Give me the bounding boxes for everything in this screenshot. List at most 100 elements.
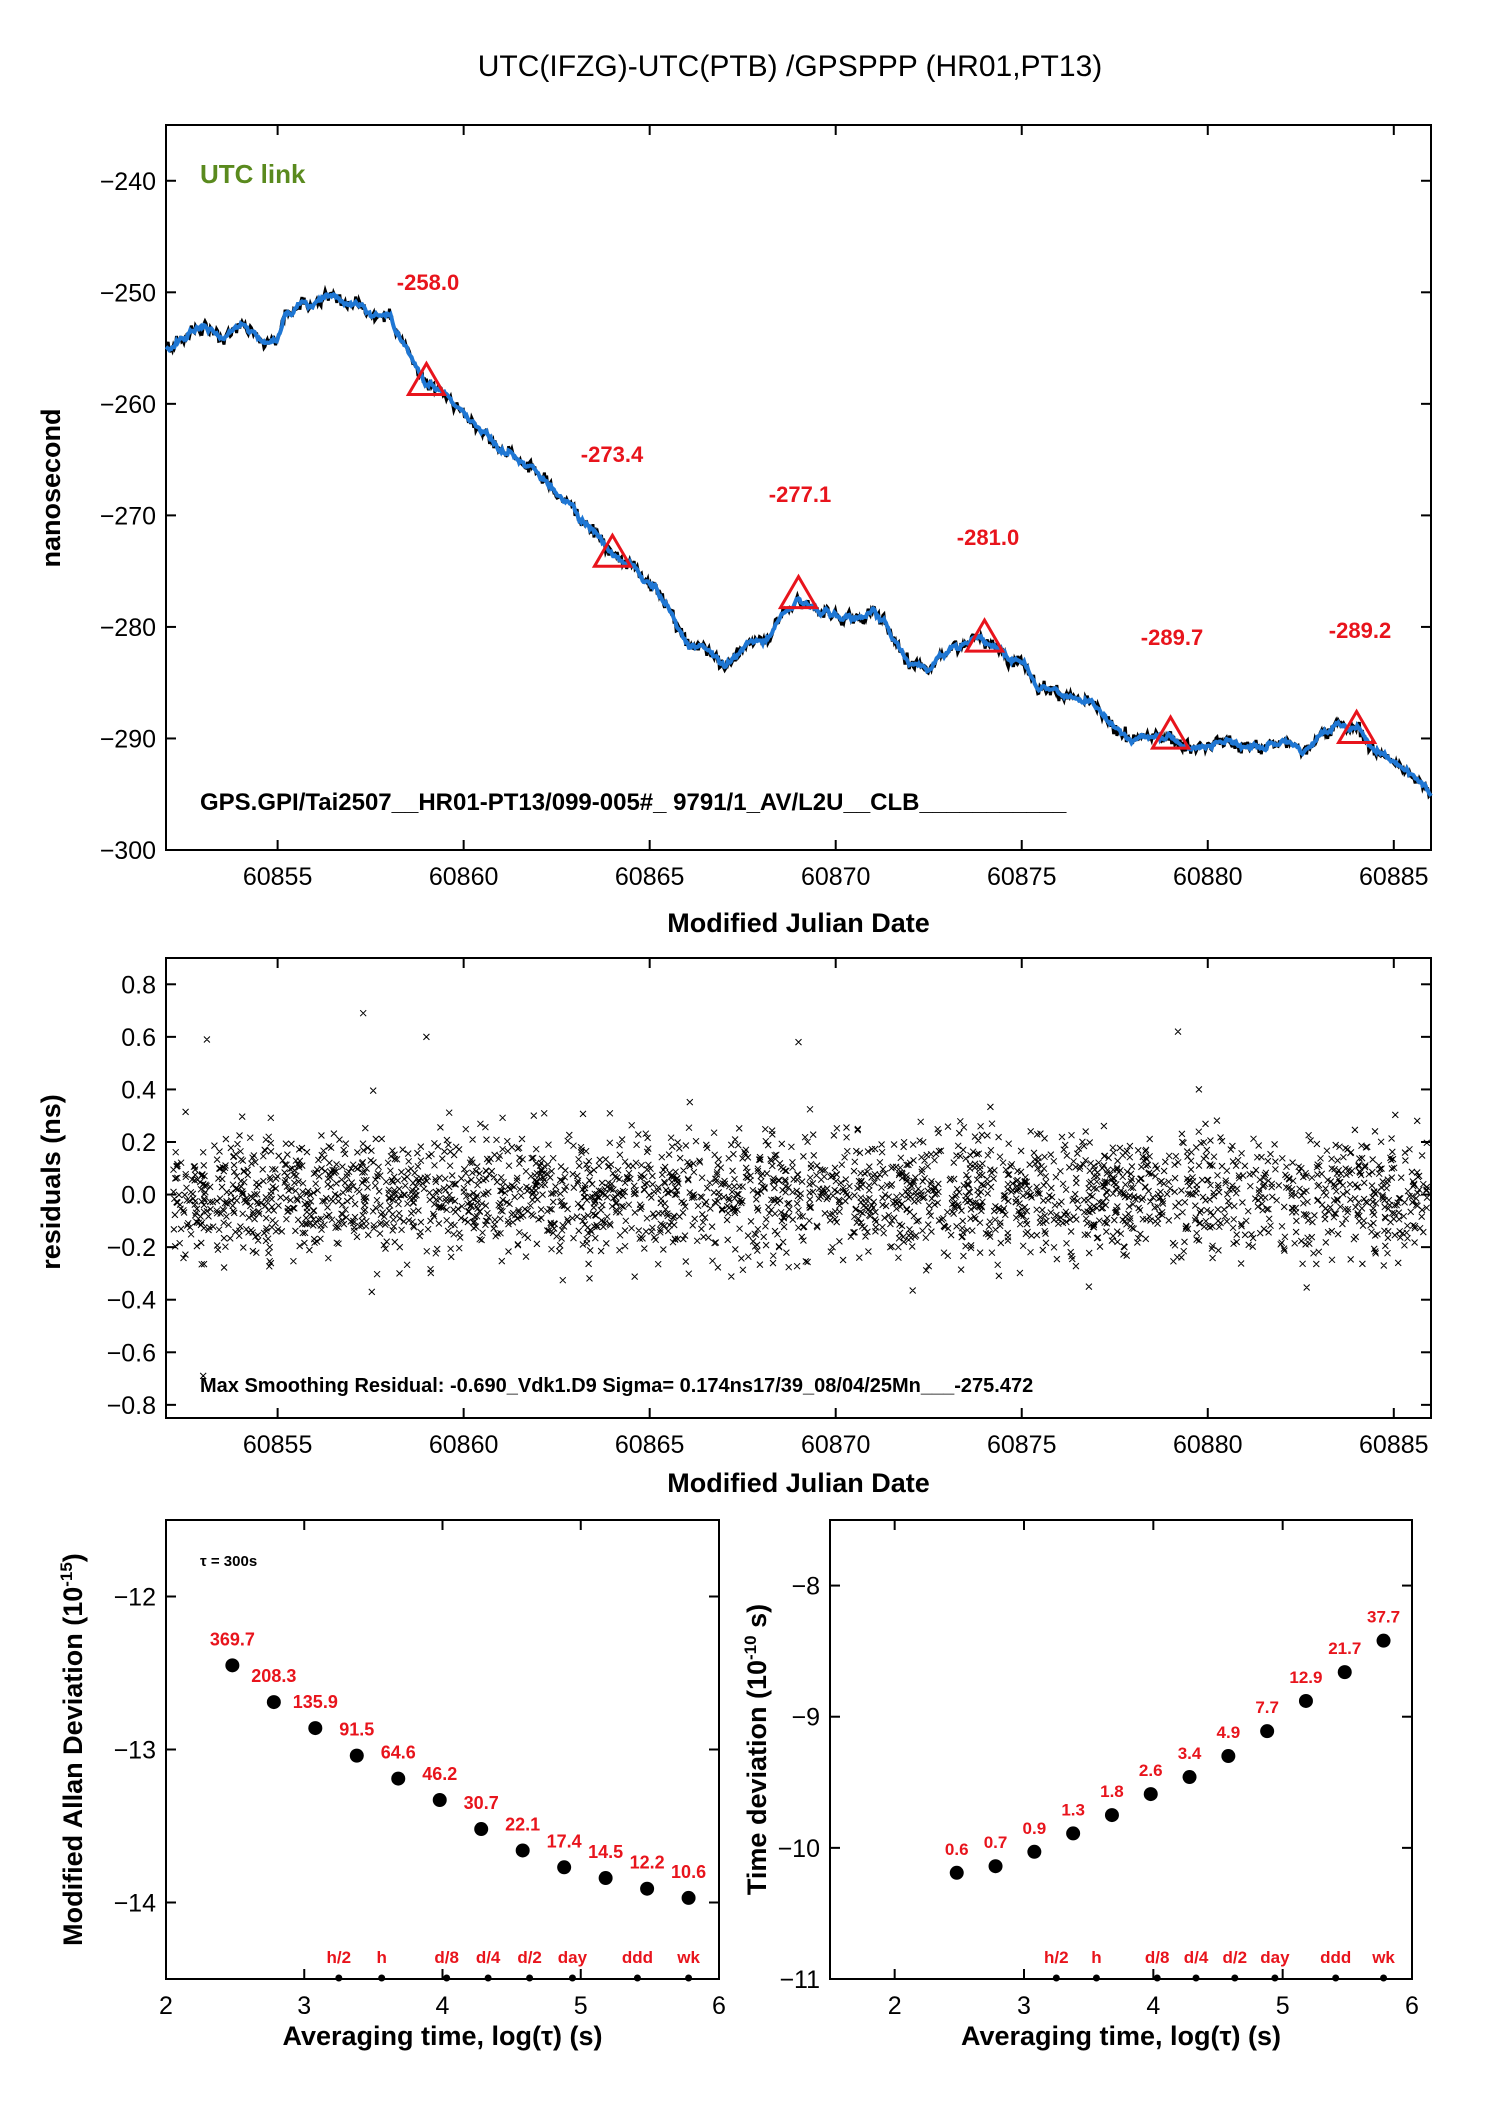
ts-ytick-label: −300	[100, 837, 156, 865]
tau-marker-label: ddd	[1320, 1948, 1351, 1967]
deviation-value-label: 369.7	[210, 1629, 255, 1649]
res-xtick-label: 60885	[1359, 1431, 1429, 1459]
tau-marker-label: d/2	[517, 1948, 542, 1967]
deviation-point	[1376, 1633, 1391, 1648]
tau-marker-label: d/8	[1145, 1948, 1170, 1967]
adev-xlabel: Averaging time, log(τ) (s)	[282, 2021, 602, 2051]
tdev-xtick-label: 5	[1276, 1992, 1290, 2020]
tau-marker-label: wk	[676, 1948, 700, 1967]
deviation-point	[1221, 1749, 1236, 1764]
res-ytick-label: 0.0	[121, 1182, 156, 1210]
deviation-value-label: 91.5	[339, 1720, 374, 1740]
triangle-marker	[1335, 708, 1378, 745]
res-xtick-label: 60860	[429, 1431, 499, 1459]
deviation-point	[515, 1843, 530, 1858]
smoothed-series-line	[164, 292, 1433, 798]
deviation-point	[557, 1860, 572, 1875]
deviation-value-label: 21.7	[1328, 1639, 1361, 1658]
tau-marker-label: h	[1091, 1948, 1101, 1967]
marker-value-label: -289.2	[1329, 618, 1391, 643]
deviation-point	[391, 1771, 406, 1786]
deviation-value-label: 17.4	[547, 1831, 582, 1851]
ts-xtick-label: 60855	[243, 863, 313, 891]
ts-ytick-label: −270	[100, 502, 156, 530]
tau-marker-dot	[335, 1974, 343, 1982]
res-xtick-label: 60870	[801, 1431, 871, 1459]
time-series-panel: -258.0 -273.4 -277.1 -281.0 -289.7 -289.2 −300…	[36, 124, 1433, 938]
deviation-value-label: 64.6	[381, 1743, 416, 1763]
tau-marker-dot	[1153, 1974, 1161, 1982]
tdev-xtick-label: 3	[1017, 1992, 1031, 2020]
triangle-marker	[777, 573, 820, 610]
tau-marker-label: h/2	[1044, 1948, 1069, 1967]
tau-marker-label: h	[376, 1948, 386, 1967]
res-xtick-label: 60865	[615, 1431, 685, 1459]
deviation-value-label: 1.8	[1100, 1782, 1124, 1801]
marker-value-label: -273.4	[581, 442, 644, 467]
marker-value-label: -258.0	[397, 270, 459, 295]
ts-xlabel: Modified Julian Date	[667, 908, 930, 938]
tau-marker-dot	[484, 1974, 492, 1982]
tau-marker-label: d/4	[476, 1948, 501, 1967]
tdev-xlabel: Averaging time, log(τ) (s)	[961, 2021, 1281, 2051]
triangle-marker	[591, 532, 634, 568]
tau-marker-dot	[443, 1974, 451, 1982]
deviation-value-label: 46.2	[422, 1764, 457, 1784]
deviation-point	[1027, 1844, 1042, 1859]
res-xtick-label: 60855	[243, 1431, 313, 1459]
deviation-point	[640, 1881, 655, 1896]
ts-ytick-label: −250	[100, 279, 156, 307]
triangle-marker	[963, 617, 1006, 653]
ts-xtick-label: 60860	[429, 863, 499, 891]
tau-marker-dot	[1380, 1974, 1388, 1982]
res-ytick-label: −0.4	[107, 1287, 156, 1315]
triangle-marker	[405, 360, 448, 397]
res-ylabel: residuals (ns)	[36, 1094, 66, 1270]
deviation-value-label: 2.6	[1139, 1761, 1163, 1780]
deviation-point	[308, 1721, 323, 1736]
deviation-point	[474, 1822, 489, 1837]
res-frame	[165, 957, 1432, 1419]
deviation-point	[432, 1792, 447, 1807]
residual-points	[170, 1009, 1431, 1380]
deviation-value-label: 0.7	[984, 1833, 1008, 1852]
chart-title: UTC(IFZG)-UTC(PTB) /GPSPPP (HR01,PT13)	[478, 50, 1103, 83]
tau-marker-label: h/2	[327, 1948, 352, 1967]
utc-link-badge: UTC link	[200, 159, 306, 189]
res-xtick-label: 60880	[1173, 1431, 1243, 1459]
deviation-point	[349, 1748, 364, 1763]
tdev-ytick-label: −8	[791, 1573, 820, 1601]
ts-ytick-label: −240	[100, 168, 156, 196]
deviation-value-label: 7.7	[1255, 1698, 1279, 1717]
deviation-point	[1260, 1724, 1275, 1739]
tau-marker-label: wk	[1371, 1948, 1395, 1967]
tau-marker-label: ddd	[622, 1948, 653, 1967]
adev-xtick-label: 4	[436, 1992, 450, 2020]
deviation-value-label: 3.4	[1178, 1744, 1202, 1763]
deviation-value-label: 10.6	[671, 1862, 706, 1882]
tau-marker-dot	[685, 1974, 693, 1982]
deviation-value-label: 135.9	[293, 1692, 338, 1712]
deviation-point	[1298, 1693, 1313, 1708]
marker-value-label: -289.7	[1141, 625, 1203, 650]
tdev-ylabel: Time deviation (10-10 s)	[741, 1604, 772, 1895]
ts-xtick-label: 60865	[615, 863, 685, 891]
time-deviation-panel: 0.6 0.7 0.9 1.3 1.8 2.6 3.4 4.9 7.7 12.9 21.7 37.7 h…	[741, 1519, 1419, 2051]
ts-xtick-label: 60875	[987, 863, 1057, 891]
deviation-value-label: 208.3	[251, 1666, 296, 1686]
adev-xtick-label: 5	[574, 1992, 588, 2020]
res-ytick-label: 0.2	[121, 1129, 156, 1157]
ts-ytick-label: −280	[100, 614, 156, 642]
deviation-value-label: 4.9	[1217, 1723, 1241, 1742]
ts-ytick-label: −290	[100, 725, 156, 753]
ts-xtick-label: 60870	[801, 863, 871, 891]
deviation-value-label: 12.2	[630, 1853, 665, 1873]
adev-ytick-label: −13	[114, 1737, 156, 1765]
adev-ylabel: Modified Allan Deviation (10-15)	[57, 1553, 88, 1946]
ts-xtick-label: 60885	[1359, 863, 1429, 891]
ts-ylabel: nanosecond	[36, 408, 66, 567]
deviation-point	[949, 1865, 964, 1880]
ts-xtick-label: 60880	[1173, 863, 1243, 891]
adev-frame	[165, 1519, 720, 1980]
